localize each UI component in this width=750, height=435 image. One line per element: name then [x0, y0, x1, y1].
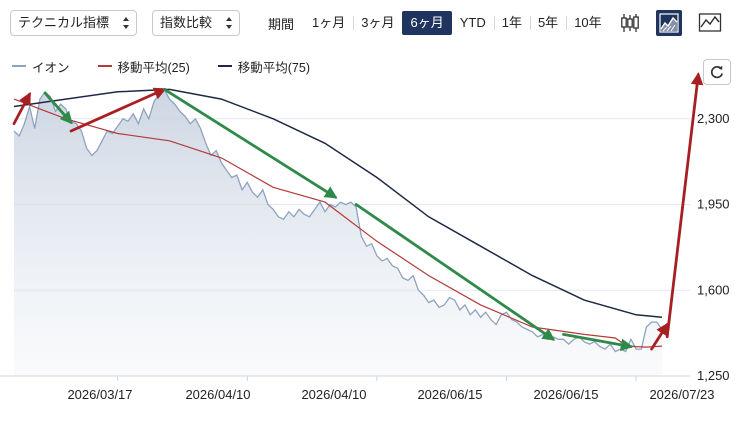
area-chart-icon [659, 13, 679, 33]
period-1y-button[interactable]: 1年 [493, 11, 530, 35]
sort-arrows-icon [226, 17, 232, 29]
uptrend-arrow [12, 92, 31, 126]
candlestick-icon [621, 14, 639, 32]
area-chart-button[interactable] [656, 10, 682, 36]
legend-swatch [217, 65, 232, 67]
indicator-select-label: テクニカル指標 [18, 15, 110, 30]
legend-label: 移動平均(25) [117, 60, 190, 75]
period-selector: 期間 1ヶ月 3ヶ月 6ヶ月 YTD 1年 5年 10年 [268, 10, 610, 36]
legend-swatch [12, 65, 26, 67]
downtrend-arrow [354, 203, 556, 341]
compare-select-label: 指数比較 [160, 15, 213, 30]
legend-item-price[interactable]: イオン [12, 57, 70, 76]
legend-label: イオン [32, 60, 70, 75]
refresh-icon [711, 65, 724, 79]
y-tick-label: 1,250 [697, 368, 730, 383]
candlestick-chart-button[interactable] [617, 10, 643, 36]
y-tick-label: 1,950 [697, 197, 730, 212]
x-tick-label: 2026/03/17 [67, 387, 132, 402]
downtrend-arrow [43, 91, 73, 125]
ma75-line [13, 88, 663, 318]
x-tick-label: 2026/04/10 [185, 387, 250, 402]
line-chart-button[interactable] [697, 10, 723, 36]
legend-label: 移動平均(75) [237, 60, 310, 75]
uptrend-arrow [665, 72, 704, 339]
period-1m-button[interactable]: 1ヶ月 [312, 15, 346, 30]
downtrend-arrow [162, 87, 338, 199]
y-tick-label: 2,300 [697, 111, 730, 126]
period-label: 期間 [268, 16, 295, 32]
uptrend-arrow [650, 322, 669, 351]
line-chart-icon [698, 13, 722, 32]
downtrend-arrow [562, 332, 634, 351]
legend-item-ma75[interactable]: 移動平均(75) [217, 57, 310, 76]
indicator-select[interactable]: テクニカル指標 [10, 10, 137, 36]
period-ytd-button[interactable]: YTD [459, 15, 486, 30]
legend-item-ma25[interactable]: 移動平均(25) [97, 57, 190, 76]
x-tick-label: 2026/06/15 [533, 387, 598, 402]
x-tick-label: 2026/04/10 [301, 387, 366, 402]
sort-arrows-icon [123, 17, 129, 29]
period-10y-button[interactable]: 10年 [566, 11, 609, 35]
x-tick-label: 2026/07/23 [649, 387, 714, 402]
chart-legend: イオン 移動平均(25) 移動平均(75) [12, 57, 338, 75]
chart-toolbar: テクニカル指標 指数比較 期間 1ヶ月 3ヶ月 6ヶ月 YTD 1年 5年 10… [0, 0, 750, 50]
y-tick-label: 1,600 [697, 282, 730, 297]
price-area [14, 89, 662, 377]
x-tick-label: 2026/06/15 [417, 387, 482, 402]
legend-swatch [97, 65, 112, 67]
period-3m-button[interactable]: 3ヶ月 [353, 11, 402, 35]
period-6m-button[interactable]: 6ヶ月 [402, 11, 452, 35]
period-5y-button[interactable]: 5年 [529, 11, 566, 35]
refresh-button[interactable] [703, 59, 731, 85]
uptrend-arrow [69, 87, 167, 133]
compare-select[interactable]: 指数比較 [152, 10, 240, 36]
